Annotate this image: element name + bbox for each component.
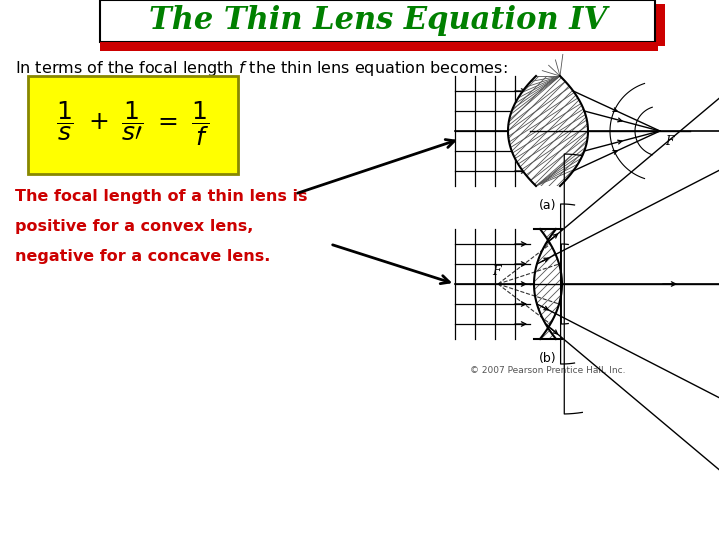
Text: The Thin Lens Equation IV: The Thin Lens Equation IV bbox=[149, 5, 607, 37]
FancyBboxPatch shape bbox=[100, 42, 658, 51]
Text: © 2007 Pearson Prentice Hall, Inc.: © 2007 Pearson Prentice Hall, Inc. bbox=[470, 366, 626, 375]
Text: The focal length of a thin lens is: The focal length of a thin lens is bbox=[15, 189, 308, 204]
Text: F: F bbox=[665, 135, 674, 148]
Text: F: F bbox=[492, 265, 500, 278]
FancyBboxPatch shape bbox=[107, 4, 665, 46]
Polygon shape bbox=[534, 229, 562, 339]
Polygon shape bbox=[508, 76, 588, 186]
Text: In terms of the focal length $f$ the thin lens equation becomes:: In terms of the focal length $f$ the thi… bbox=[15, 59, 508, 78]
Text: $\dfrac{1}{s}\ +\ \dfrac{1}{s\prime}\ =\ \dfrac{1}{f}$: $\dfrac{1}{s}\ +\ \dfrac{1}{s\prime}\ =\… bbox=[56, 100, 210, 148]
Text: positive for a convex lens,: positive for a convex lens, bbox=[15, 219, 253, 234]
FancyBboxPatch shape bbox=[100, 0, 655, 42]
Text: (b): (b) bbox=[539, 352, 557, 365]
Polygon shape bbox=[534, 229, 562, 339]
Text: (a): (a) bbox=[539, 199, 557, 212]
Text: negative for a concave lens.: negative for a concave lens. bbox=[15, 249, 270, 264]
Polygon shape bbox=[508, 76, 588, 186]
FancyBboxPatch shape bbox=[28, 76, 238, 174]
